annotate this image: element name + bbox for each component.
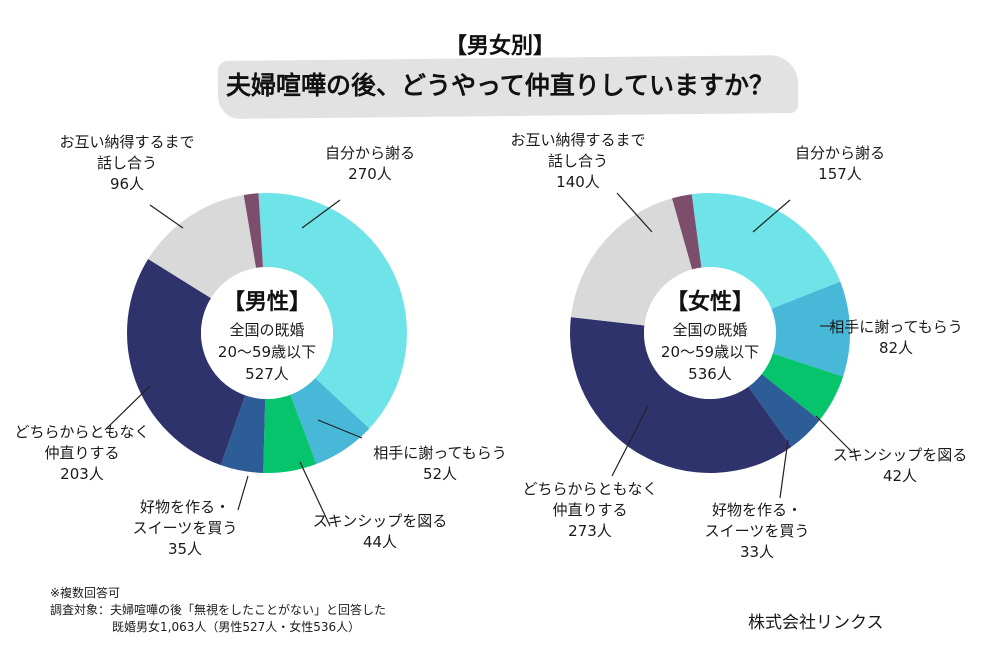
center-line: 20〜59歳以下 [218,343,316,361]
slice-label: 自分から謝る [795,144,885,162]
center-line: 全国の既婚 [229,321,304,339]
leader-line [815,415,853,453]
slice-label: 42人 [883,467,917,485]
center-title: 【男性】 [223,290,311,315]
leader-line [779,439,789,499]
slice-label: スキンシップを図る [833,446,968,464]
center-title: 【女性】 [666,289,754,315]
center-line: 全国の既婚 [672,321,747,339]
footnote: ※複数回答可 調査対象：夫婦喧嘩の後「無視をしたことがない」と回答した 既婚男女… [50,585,386,636]
leader-line [616,192,653,233]
leader-line [237,475,249,511]
slice-label: スキンシップを図る [313,512,448,530]
slice-label: 140人 [556,173,600,191]
pie-slice [290,378,370,464]
slice-label: スイーツを買う [705,522,810,540]
donut-hole [644,267,776,399]
slice-label: 仲直りする [44,444,119,462]
slice-label: 好物を作る・ [140,498,230,516]
center-line: 536人 [688,365,732,383]
slice-label: どちらからともなく [14,423,149,441]
slice-label: どちらからともなく [522,480,657,498]
leader-line [301,199,341,229]
footnote-survey-target: 調査対象：夫婦喧嘩の後「無視をしたことがない」と回答した [50,603,387,617]
slice-label: お互い納得するまで [59,133,194,151]
slice-label: 157人 [818,165,862,183]
footnote-multiple-answers: ※複数回答可 [50,586,121,600]
pie-slice [263,394,317,474]
slice-label: 203人 [60,465,104,483]
slice-label: 相手に謝ってもらう [829,318,963,336]
pie-slice [258,193,407,429]
pie-slice [672,194,702,270]
leader-line [611,405,649,477]
donut-hole [201,267,333,399]
pie-slice [220,395,266,473]
pie-slice [570,198,693,326]
pie-slice [243,193,263,268]
slice-label: 273人 [568,522,612,540]
leader-line [149,204,184,229]
page-title-line1: 【男女別】 [444,34,555,59]
page-title-line2: 夫婦喧嘩の後、どうやって仲直りしていますか？ [225,71,774,100]
slice-label: 82人 [879,339,913,357]
center-line: 527人 [245,365,289,383]
pie-slice [771,281,851,377]
donut-male: 【男性】全国の既婚 20〜59歳以下 527人 自分から謝る 270人相手に謝ってもらう… [14,133,506,558]
slice-label: 相手に謝ってもらう [373,444,507,462]
pie-slice [691,193,841,309]
leader-line [299,461,331,527]
slice-label: 33人 [740,543,774,561]
footnote-respondents: 既婚男女1,063人（男性527人・女性536人） [112,620,361,634]
slice-label: 仲直りする [552,501,627,519]
slice-label: 話し合う [97,154,157,172]
slice-label: 96人 [110,175,144,193]
slice-label: 270人 [348,165,392,183]
pie-slice [570,317,792,474]
pie-slice [761,353,844,421]
slice-label: スイーツを買う [133,519,238,537]
company-name: 株式会社リンクス [748,613,884,633]
slice-label: 52人 [423,465,457,483]
slice-label: 35人 [168,540,202,558]
slice-label: お互い納得するまで [510,131,645,149]
slice-label: 44人 [363,533,397,551]
slice-label: 話し合う [548,152,608,170]
leader-line [317,419,363,439]
donut-female: 【女性】全国の既婚 20〜59歳以下 536人 自分から謝る 157人相手に謝ってもらう… [510,131,967,561]
leader-line [752,199,791,233]
leader-line [104,385,151,431]
pie-slice [748,374,820,447]
pie-slice [126,259,246,466]
slice-label: 自分から謝る [325,144,415,162]
pie-slice [148,194,257,299]
slice-label: 好物を作る・ [712,501,802,519]
center-line: 20〜59歳以下 [661,343,759,361]
